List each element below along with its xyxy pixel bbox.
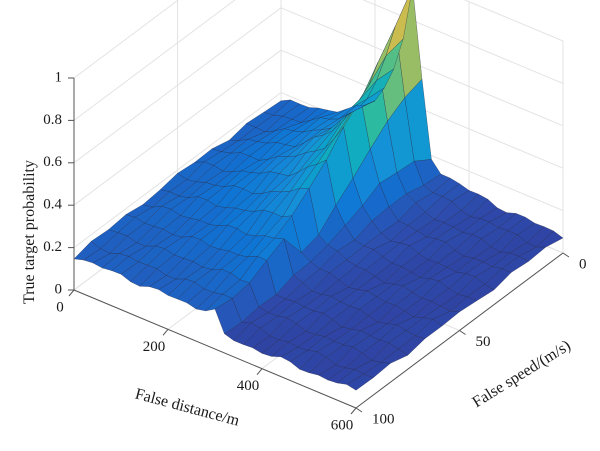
x-tick-mark — [256, 368, 263, 375]
grid-line — [362, 0, 564, 84]
y-tick-label: 50 — [476, 334, 491, 350]
y-tick-mark — [562, 252, 570, 258]
x-tick-label: 600 — [331, 417, 354, 433]
z-tick-label: 0.8 — [43, 112, 62, 128]
x-tick-mark — [68, 289, 75, 297]
surface-patch — [263, 99, 292, 116]
x-tick-label: 0 — [56, 299, 64, 315]
z-tick-label: 0.6 — [43, 154, 62, 170]
x-axis-line — [73, 289, 357, 409]
x-tick-mark — [162, 329, 169, 336]
x-axis-label: False distance/m — [133, 386, 241, 430]
z-tick-label: 0 — [55, 281, 63, 297]
surface-mesh — [73, 0, 564, 391]
grid-line — [463, 0, 564, 42]
y-tick-mark — [355, 407, 363, 413]
x-tick-mark — [350, 407, 357, 415]
grid-line — [280, 7, 564, 127]
z-tick-label: 0.4 — [43, 197, 62, 213]
z-axis-label: True target probability — [21, 160, 38, 304]
tick-labels: 0 0.2 0.4 0.6 0.8 1 0 200 400 600 0 50 100 — [43, 69, 586, 433]
y-tick-label: 0 — [579, 256, 587, 272]
y-tick-label: 100 — [372, 411, 395, 427]
z-tick-label: 1 — [55, 69, 63, 85]
x-tick-label: 400 — [237, 378, 260, 394]
y-tick-mark — [459, 330, 466, 335]
z-tick-label: 0.2 — [43, 239, 62, 255]
x-tick-label: 200 — [143, 339, 166, 355]
